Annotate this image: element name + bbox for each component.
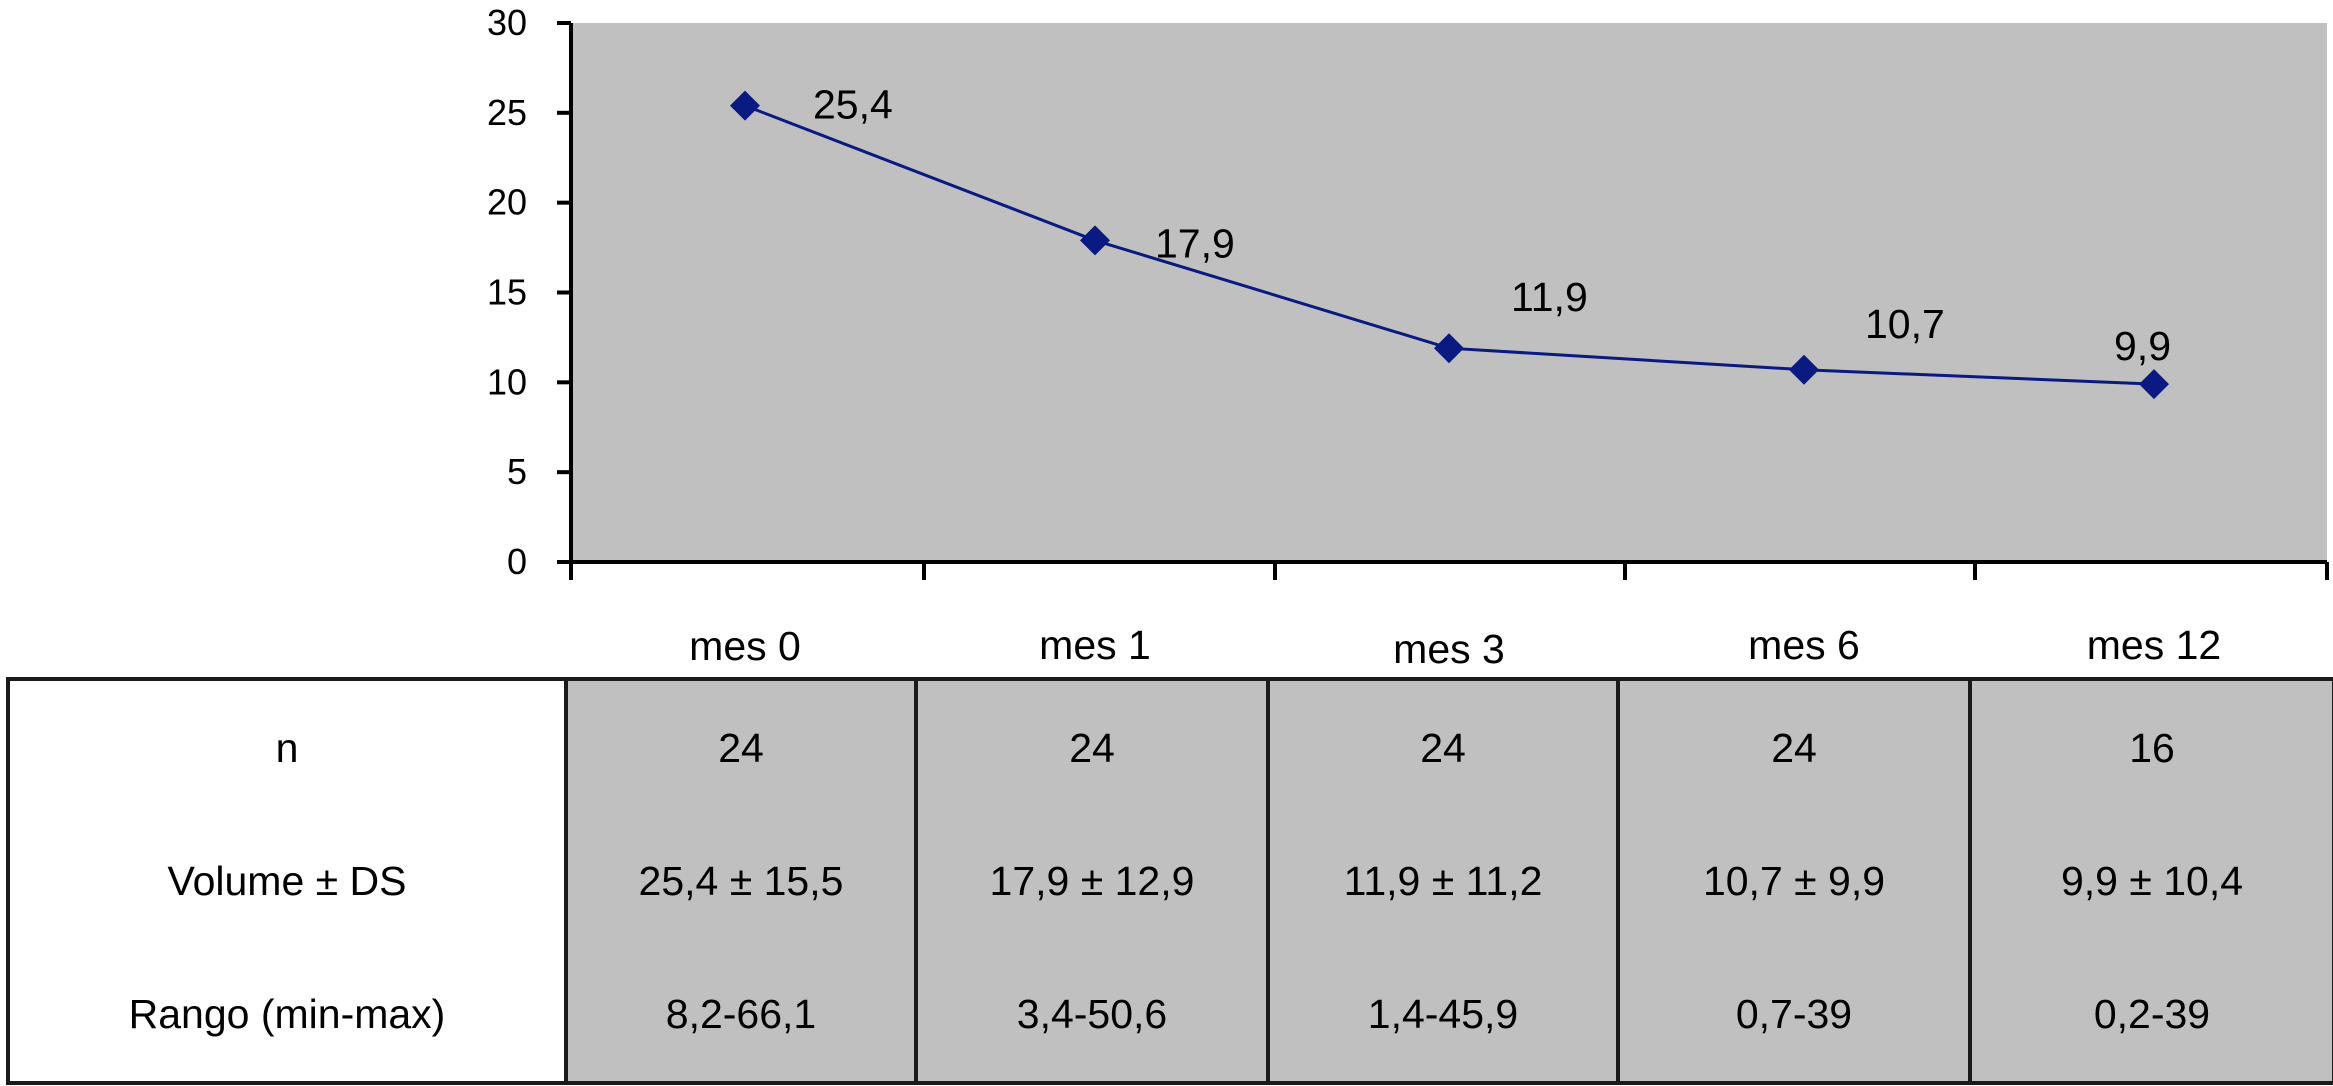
- rango-value: 0,7-39: [1735, 991, 1853, 1038]
- data-point-marker: [1080, 225, 1110, 256]
- plot-area: [571, 23, 2327, 562]
- y-tick-label: 30: [487, 2, 527, 43]
- data-labels: 25,4 17,9 11,9 10,7 9,9: [813, 82, 2171, 369]
- rango-value: 0,2-39: [2093, 991, 2211, 1038]
- volume-value: 11,9 ± 11,2: [1343, 857, 1543, 904]
- table-cell-mes-3: 24 11,9 ± 11,2 1,4-45,9: [1266, 677, 1620, 1085]
- data-point-marker: [1789, 354, 1819, 385]
- data-label: 11,9: [1511, 274, 1588, 320]
- y-tick-label: 10: [487, 361, 527, 402]
- data-label: 17,9: [1155, 220, 1235, 266]
- row-header-n: n: [275, 724, 299, 771]
- n-value: 24: [718, 724, 764, 771]
- table-cell-mes-1: 24 17,9 ± 12,9 3,4-50,6: [914, 677, 1270, 1085]
- rango-value: 1,4-45,9: [1367, 991, 1519, 1038]
- data-point-marker: [730, 90, 760, 121]
- y-tick-label: 20: [487, 182, 527, 223]
- volume-value: 17,9 ± 12,9: [989, 857, 1195, 904]
- x-axis: [569, 560, 2329, 580]
- volume-value: 10,7 ± 9,9: [1702, 857, 1886, 904]
- series-layer: [730, 90, 2169, 400]
- volume-value: 9,9 ± 10,4: [2060, 857, 2244, 904]
- category-label: mes 6: [1748, 622, 1860, 668]
- data-label: 10,7: [1865, 301, 1945, 347]
- n-value: 24: [1420, 724, 1466, 771]
- y-axis: 0 5 10 15 20 25 30: [487, 2, 573, 582]
- table-cell-mes-0: 24 25,4 ± 15,5 8,2-66,1: [564, 677, 918, 1085]
- summary-table: n Volume ± DS Rango (min-max) 24 25,4 ± …: [6, 677, 2333, 1085]
- category-label: mes 1: [1039, 622, 1151, 668]
- data-point-marker: [1434, 333, 1464, 364]
- y-tick-label: 15: [487, 272, 527, 313]
- y-tick-label: 5: [507, 451, 527, 492]
- rango-value: 8,2-66,1: [665, 991, 817, 1038]
- volume-value: 25,4 ± 15,5: [638, 857, 844, 904]
- data-label: 25,4: [813, 82, 893, 128]
- n-value: 16: [2129, 724, 2175, 771]
- n-value: 24: [1771, 724, 1817, 771]
- row-header-rango: Rango (min-max): [128, 991, 446, 1038]
- y-tick-label: 0: [507, 541, 527, 582]
- row-headers-cell: n Volume ± DS Rango (min-max): [6, 677, 568, 1085]
- data-point-marker: [2139, 369, 2169, 400]
- row-header-volume: Volume ± DS: [167, 857, 407, 904]
- table-cell-mes-6: 24 10,7 ± 9,9 0,7-39: [1616, 677, 1972, 1085]
- table-cell-mes-12: 16 9,9 ± 10,4 0,2-39: [1968, 677, 2333, 1085]
- data-label: 9,9: [2114, 323, 2171, 369]
- category-label: mes 3: [1393, 626, 1505, 672]
- n-value: 24: [1069, 724, 1115, 771]
- category-label: mes 12: [2087, 622, 2221, 668]
- table-row: n Volume ± DS Rango (min-max) 24 25,4 ± …: [6, 677, 2333, 1085]
- category-label: mes 0: [689, 623, 801, 669]
- y-tick-label: 25: [487, 92, 527, 133]
- category-labels: mes 0 mes 1 mes 3 mes 6 mes 12: [689, 622, 2221, 672]
- rango-value: 3,4-50,6: [1016, 991, 1168, 1038]
